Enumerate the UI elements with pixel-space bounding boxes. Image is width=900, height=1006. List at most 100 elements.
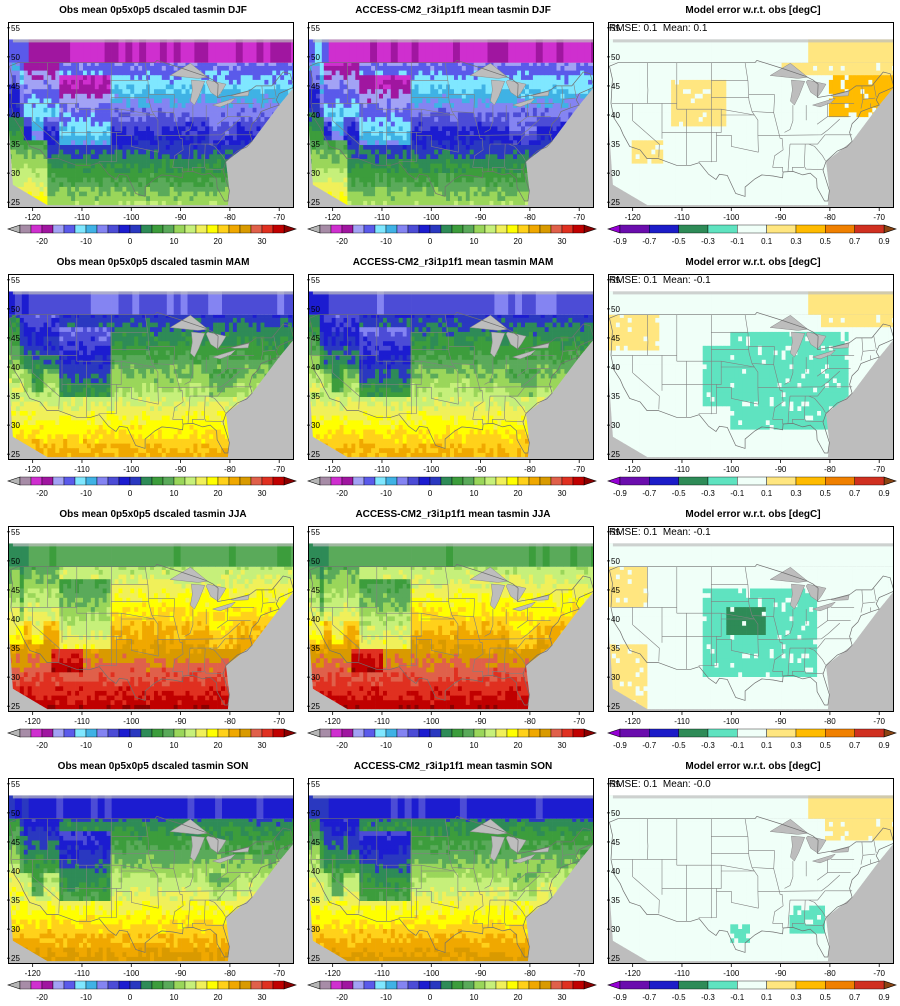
- colorbar-swatch: [540, 729, 551, 737]
- colorbar-tick-label: -10: [80, 237, 92, 246]
- map-panel-model-son: ACCESS-CM2_r3i1p1f1 mean tasmin SON-120-…: [308, 756, 598, 1006]
- colorbar-swatch: [408, 225, 419, 233]
- lon-tick-label: -110: [674, 969, 690, 978]
- lon-tick-label: -100: [423, 717, 440, 726]
- lat-tick-label: 40: [311, 363, 320, 372]
- colorbar-tick-label: -10: [380, 993, 392, 1002]
- colorbar-tick-label: 20: [214, 237, 223, 246]
- colorbar-swatch: [353, 477, 364, 485]
- colorbar-swatch: [75, 477, 86, 485]
- mean-label: Mean: -0.1: [663, 527, 711, 538]
- lon-tick-label: -80: [224, 717, 236, 726]
- colorbar-tick-label: -0.7: [642, 237, 656, 246]
- error-stats: RMSE: 0.1 Mean: -0.1: [609, 527, 711, 538]
- colorbar-swatch: [620, 729, 649, 737]
- lat-tick-label: 25: [611, 198, 620, 207]
- colorbar-swatch: [767, 225, 796, 233]
- colorbar-swatch: [152, 729, 163, 737]
- colorbar-swatch: [430, 729, 441, 737]
- colorbar-swatch: [53, 981, 64, 989]
- lat-tick-label: 45: [311, 82, 320, 91]
- lat-tick-label: 35: [11, 140, 20, 149]
- colorbar-tick-label: 20: [214, 993, 223, 1002]
- colorbar-swatch: [119, 981, 130, 989]
- colorbar-swatch: [31, 225, 42, 233]
- lat-tick-label: 40: [11, 615, 20, 624]
- colorbar-tick-label: 0.7: [849, 741, 861, 750]
- colorbar-tick-label: 0: [128, 489, 133, 498]
- lat-tick-label: 30: [611, 925, 620, 934]
- temperature-map: [308, 526, 594, 712]
- lon-tick-label: -90: [175, 969, 187, 978]
- colorbar-swatch: [562, 477, 573, 485]
- colorbar-swatch: [53, 729, 64, 737]
- colorbar-tick-label: -0.9: [613, 237, 627, 246]
- colorbar-swatch: [441, 729, 452, 737]
- lon-tick-label: -110: [374, 465, 390, 474]
- colorbar-tick-label: -20: [36, 237, 48, 246]
- lon-tick-label: -120: [625, 717, 642, 726]
- lon-tick-label: -100: [723, 969, 740, 978]
- colorbar-tick-label: 0.7: [849, 489, 861, 498]
- lon-tick-label: -100: [123, 465, 140, 474]
- lon-tick-label: -110: [674, 717, 690, 726]
- colorbar-tick-label: 0.5: [820, 993, 832, 1002]
- lat-tick-label: 25: [311, 702, 320, 711]
- mean-label: Mean: -0.0: [663, 779, 711, 790]
- colorbar-tick-label: -0.9: [613, 489, 627, 498]
- lat-tick-label: 55: [11, 24, 20, 33]
- colorbar-swatch: [174, 225, 185, 233]
- error-map: [608, 274, 894, 460]
- lon-tick-label: -70: [273, 969, 285, 978]
- lon-tick-label: -100: [723, 213, 740, 222]
- colorbar-swatch: [649, 225, 678, 233]
- colorbar-tick-label: 10: [170, 237, 179, 246]
- lon-tick-label: -80: [224, 969, 236, 978]
- colorbar-swatch: [273, 981, 284, 989]
- colorbar-swatch: [386, 729, 397, 737]
- lat-tick-label: 45: [611, 838, 620, 847]
- panel-title: Obs mean 0p5x0p5 dscaled tasmin SON: [8, 761, 298, 772]
- colorbar-swatch: [108, 981, 119, 989]
- colorbar-swatch: [649, 729, 678, 737]
- colorbar-swatch: [551, 981, 562, 989]
- colorbar-swatch: [463, 729, 474, 737]
- error-stats: RMSE: 0.1 Mean: -0.1: [609, 275, 711, 286]
- colorbar-swatch: [64, 477, 75, 485]
- colorbar-swatch: [353, 729, 364, 737]
- colorbar-tick-label: 30: [258, 741, 267, 750]
- colorbar-tick-label: 0.9: [878, 237, 890, 246]
- lat-tick-label: 35: [611, 896, 620, 905]
- colorbar-tick-label: -10: [380, 741, 392, 750]
- colorbar-swatch: [825, 981, 854, 989]
- error-map: [608, 778, 894, 964]
- colorbar-swatch: [518, 477, 529, 485]
- colorbar-tick-label: 30: [558, 993, 567, 1002]
- lat-tick-label: 25: [311, 450, 320, 459]
- lat-tick-label: 30: [311, 673, 320, 682]
- colorbar-swatch: [353, 981, 364, 989]
- colorbar-swatch: [31, 981, 42, 989]
- lat-tick-label: 50: [611, 557, 620, 566]
- lon-tick-label: -120: [325, 969, 342, 978]
- lon-tick-label: -70: [873, 213, 885, 222]
- lon-tick-label: -120: [325, 717, 342, 726]
- lat-tick-label: 25: [611, 954, 620, 963]
- colorbar-tick-label: -0.3: [701, 237, 715, 246]
- colorbar-swatch: [375, 477, 386, 485]
- colorbar-swatch: [620, 981, 649, 989]
- colorbar-tick-label: 30: [558, 237, 567, 246]
- colorbar-tick-label: 0.9: [878, 993, 890, 1002]
- lat-tick-label: 50: [611, 809, 620, 818]
- lon-tick-label: -90: [175, 213, 187, 222]
- lon-tick-label: -90: [775, 213, 787, 222]
- colorbar-swatch: [240, 225, 251, 233]
- lat-tick-label: 40: [11, 867, 20, 876]
- lon-axis: -120-110-100-90-80-70: [8, 460, 314, 476]
- mean-label: Mean: -0.1: [663, 275, 711, 286]
- lon-tick-label: -90: [775, 717, 787, 726]
- colorbar-swatch: [408, 477, 419, 485]
